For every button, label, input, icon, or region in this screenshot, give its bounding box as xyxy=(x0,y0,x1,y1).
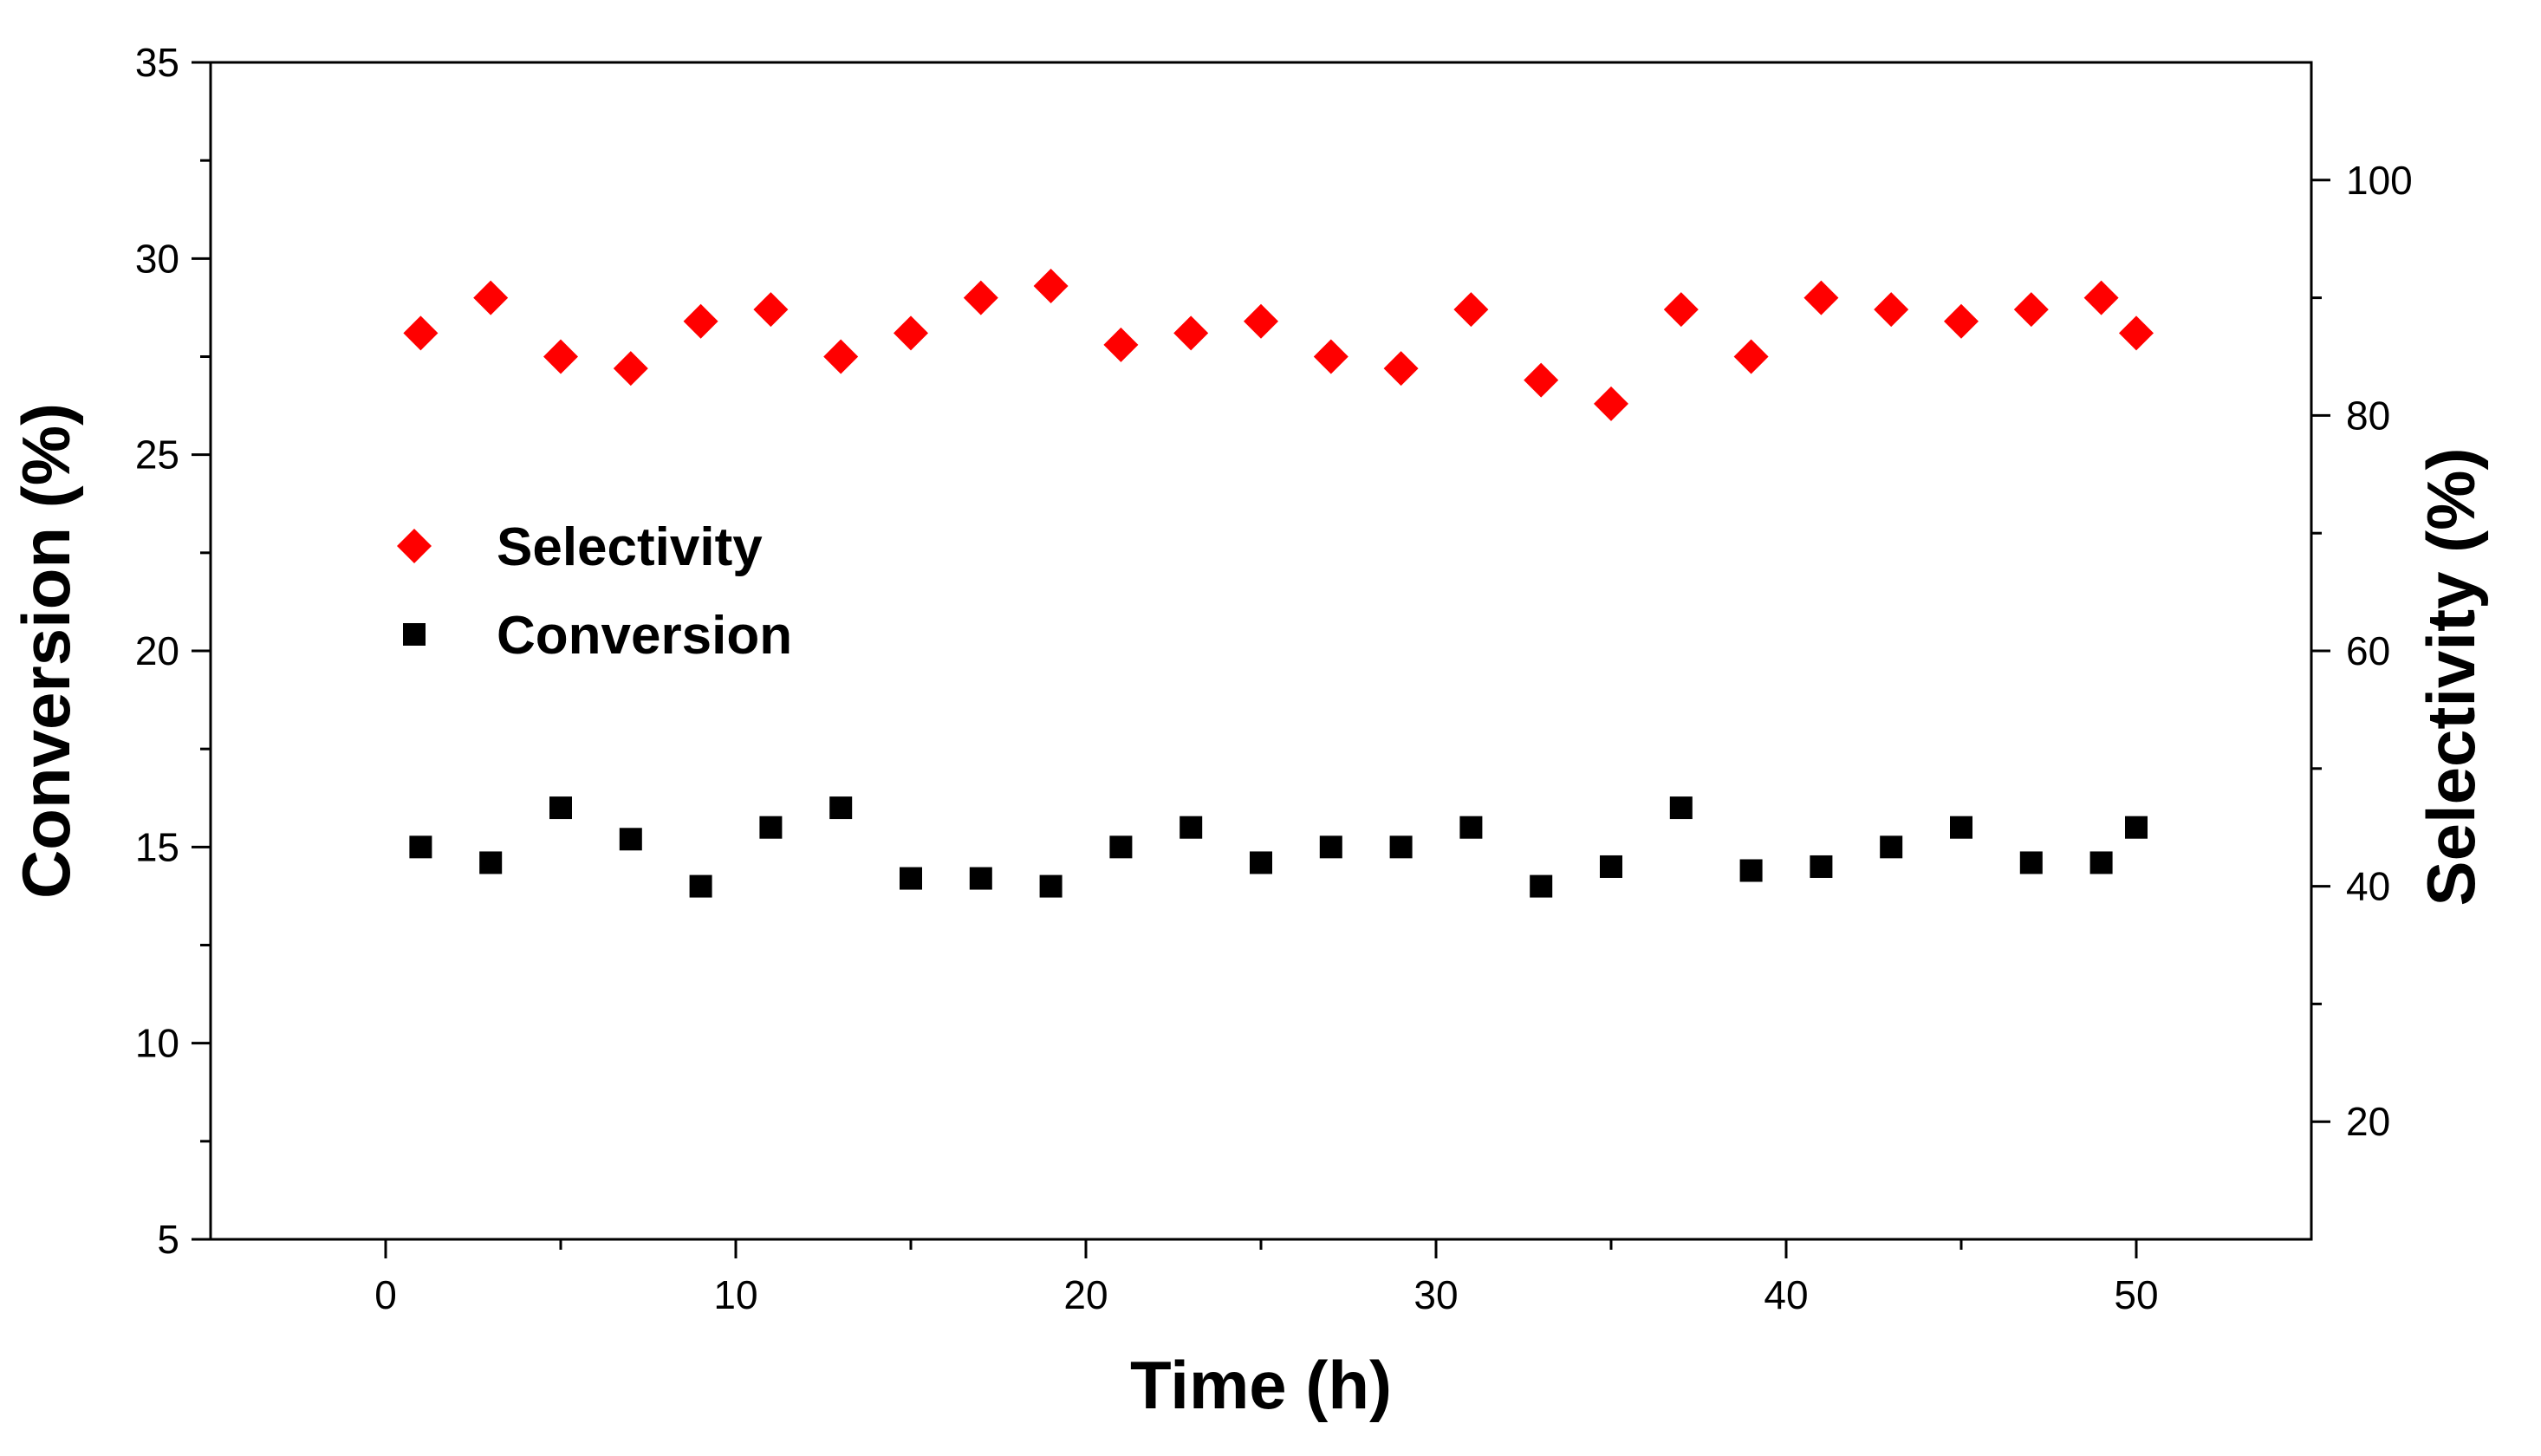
x-tick-label: 0 xyxy=(374,1272,397,1317)
selectivity-point xyxy=(543,339,578,374)
conversion-point xyxy=(1600,855,1622,878)
conversion-point xyxy=(1109,835,1133,859)
x-tick-label: 30 xyxy=(1413,1272,1458,1317)
y-right-tick-label: 100 xyxy=(2346,158,2413,203)
conversion-point xyxy=(759,816,783,839)
conversion-point xyxy=(1810,855,1833,878)
selectivity-point xyxy=(1453,292,1489,328)
conversion-point xyxy=(969,867,992,890)
selectivity-point xyxy=(1103,327,1139,362)
y-left-tick-label: 25 xyxy=(135,432,179,478)
legend-conversion-label: Conversion xyxy=(497,606,792,666)
selectivity-point xyxy=(1733,339,1769,374)
selectivity-point xyxy=(1944,303,1979,339)
selectivity-point xyxy=(2083,280,2119,315)
conversion-point xyxy=(1459,816,1483,839)
conversion-point xyxy=(2089,851,2113,874)
legend-conversion-marker xyxy=(403,623,426,646)
y-right-tick-label: 80 xyxy=(2346,393,2390,438)
legend: Selectivity Conversion xyxy=(397,517,792,666)
conversion-point xyxy=(1180,816,1203,839)
conversion-point xyxy=(689,874,712,898)
legend-selectivity-marker xyxy=(397,529,432,563)
selectivity-point xyxy=(1244,303,1278,339)
conversion-point xyxy=(619,828,642,851)
y-left-tick-label: 30 xyxy=(135,236,179,281)
conversion-point xyxy=(1389,835,1413,859)
y-right-tick-label: 20 xyxy=(2346,1099,2390,1144)
y-left-tick-label: 20 xyxy=(135,628,179,673)
y-left-tick-label: 10 xyxy=(135,1021,179,1066)
marks-layer xyxy=(403,269,2154,898)
selectivity-point xyxy=(403,315,439,351)
conversion-point xyxy=(2125,816,2148,839)
y-left-tick-label: 5 xyxy=(157,1217,179,1262)
selectivity-point xyxy=(963,280,998,315)
x-tick-label: 50 xyxy=(2114,1272,2158,1317)
selectivity-point xyxy=(1313,339,1348,374)
y-left-tick-label: 35 xyxy=(135,40,179,85)
selectivity-point xyxy=(1033,269,1069,304)
conversion-point xyxy=(1950,816,1972,839)
selectivity-point xyxy=(613,351,648,387)
y-right-tick-label: 40 xyxy=(2346,864,2390,909)
conversion-point xyxy=(1880,835,1903,859)
selectivity-point xyxy=(1803,280,1839,315)
selectivity-point xyxy=(894,315,928,351)
selectivity-point xyxy=(1874,292,1909,328)
selectivity-point xyxy=(473,280,509,315)
selectivity-point xyxy=(1383,351,1419,387)
selectivity-point xyxy=(823,339,859,374)
conversion-point xyxy=(1250,851,1272,874)
selectivity-point xyxy=(683,303,718,339)
selectivity-point xyxy=(1663,292,1699,328)
conversion-point xyxy=(829,796,853,820)
conversion-point xyxy=(900,867,922,890)
conversion-point xyxy=(1039,874,1063,898)
y-right-tick-label: 60 xyxy=(2346,628,2390,673)
selectivity-point xyxy=(2013,292,2049,328)
selectivity-point xyxy=(1594,386,1628,421)
selectivity-point xyxy=(2119,315,2154,351)
conversion-point xyxy=(1739,859,1763,882)
x-tick-label: 40 xyxy=(1764,1272,1808,1317)
selectivity-point xyxy=(753,292,789,328)
axis-titles: Time (h) Conversion (%) Selectivity (%) xyxy=(8,403,2489,1423)
conversion-point xyxy=(2019,851,2043,874)
y-axis-left-title: Conversion (%) xyxy=(8,403,84,899)
legend-selectivity-label: Selectivity xyxy=(497,517,763,577)
conversion-point xyxy=(1669,796,1693,820)
y-left-tick-label: 15 xyxy=(135,824,179,869)
conversion-point xyxy=(409,835,432,859)
conversion-point xyxy=(479,851,503,874)
selectivity-point xyxy=(1173,315,1209,351)
x-axis-title: Time (h) xyxy=(1130,1347,1392,1423)
y-axis-right-title: Selectivity (%) xyxy=(2413,448,2489,907)
conversion-point xyxy=(549,796,572,820)
axes-layer: 0 10 20 30 40 50 5 10 15 20 25 30 35 20 40 60 80 100 xyxy=(135,40,2413,1317)
conversion-point xyxy=(1530,874,1553,898)
x-tick-label: 10 xyxy=(713,1272,757,1317)
conversion-point xyxy=(1319,835,1342,859)
x-tick-label: 20 xyxy=(1063,1272,1108,1317)
selectivity-point xyxy=(1524,362,1559,398)
